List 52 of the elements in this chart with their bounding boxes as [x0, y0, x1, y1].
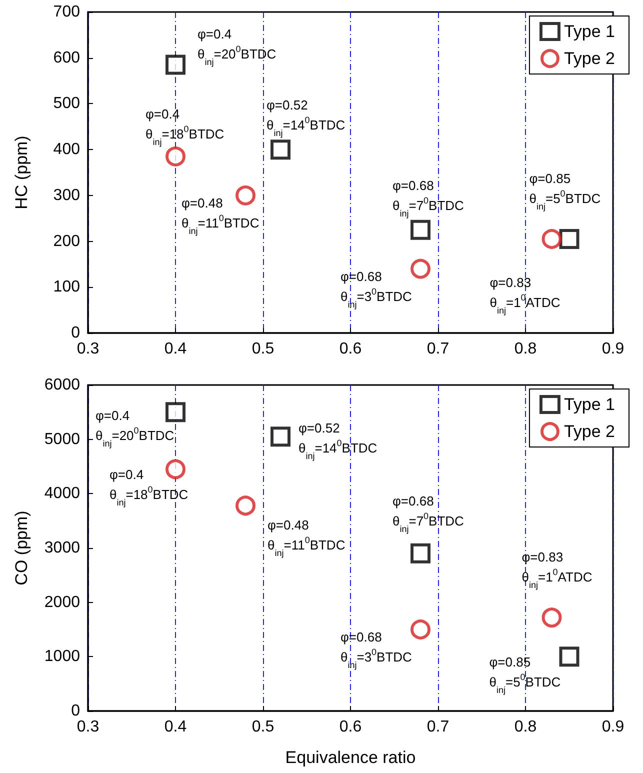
y-tick-label: 0	[71, 702, 80, 720]
x-tick-label: 0.9	[602, 718, 624, 736]
legend-label: Type 2	[564, 422, 616, 441]
point	[236, 185, 256, 206]
y-tick-label: 300	[53, 186, 80, 204]
point	[166, 459, 186, 480]
x-tick-label: 0.4	[164, 340, 187, 358]
legend-label: Type 2	[564, 49, 616, 68]
point	[166, 54, 186, 75]
point	[270, 140, 290, 160]
point	[410, 220, 430, 240]
x-tick-label: 0.5	[252, 718, 274, 736]
x-tick-label: 0.8	[514, 340, 537, 358]
y-tick-label: 4000	[44, 485, 80, 502]
x-axis-title: Equivalence ratio	[285, 748, 416, 767]
point	[410, 620, 430, 640]
x-tick-label: 0.5	[252, 340, 274, 358]
point	[542, 608, 562, 628]
point	[542, 228, 562, 249]
y-axis-title: CO (ppm)	[12, 510, 31, 586]
y-tick-label: 700	[53, 4, 80, 20]
y-axis-title: HC (ppm)	[12, 136, 31, 210]
point	[410, 543, 430, 564]
y-tick-label: 500	[53, 95, 80, 112]
point	[166, 146, 186, 166]
y-tick-label: 200	[53, 232, 80, 250]
x-tick-label: 0.8	[514, 718, 537, 736]
y-tick-label: 2000	[44, 594, 80, 611]
point	[559, 646, 580, 667]
x-tick-label: 0.7	[426, 340, 450, 358]
point	[236, 496, 256, 516]
legend-label: Type 1	[564, 22, 616, 41]
x-tick-label: 0.9	[602, 340, 624, 358]
y-tick-label: 100	[53, 278, 80, 296]
x-tick-label: 0.6	[339, 718, 362, 736]
x-tick-label: 0.3	[76, 340, 100, 358]
legend-label: Type 1	[564, 395, 616, 414]
y-tick-label: 400	[53, 141, 80, 158]
point	[410, 258, 430, 279]
x-tick-label: 0.6	[339, 340, 362, 358]
y-tick-label: 6000	[44, 376, 80, 394]
y-tick-label: 600	[53, 49, 80, 66]
point	[559, 228, 580, 249]
point	[270, 426, 290, 447]
point	[166, 402, 186, 422]
x-tick-label: 0.7	[426, 718, 450, 736]
y-tick-label: 3000	[44, 540, 80, 556]
x-tick-label: 0.3	[76, 718, 100, 736]
x-tick-label: 0.4	[164, 718, 187, 736]
y-tick-label: 5000	[44, 430, 80, 448]
y-tick-label: 0	[71, 324, 80, 342]
y-tick-label: 1000	[44, 648, 80, 666]
